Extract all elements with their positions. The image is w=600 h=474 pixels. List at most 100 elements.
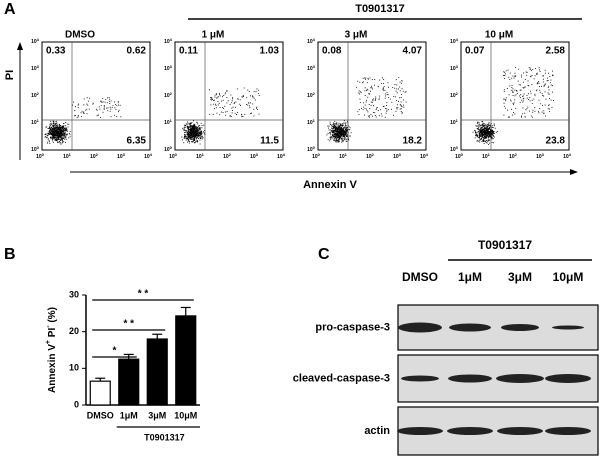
event-dot bbox=[346, 136, 348, 137]
event-dot bbox=[55, 127, 57, 129]
event-dot bbox=[333, 130, 335, 132]
event-dot bbox=[475, 134, 477, 136]
event-dot bbox=[479, 128, 481, 130]
event-dot bbox=[74, 115, 76, 117]
event-dot bbox=[61, 127, 63, 129]
event-dot bbox=[367, 96, 369, 98]
event-dot bbox=[50, 128, 52, 130]
event-dot bbox=[342, 131, 344, 133]
event-dot bbox=[392, 87, 394, 89]
event-dot bbox=[333, 136, 334, 138]
event-dot bbox=[65, 131, 67, 133]
event-dot bbox=[342, 140, 344, 142]
event-dot bbox=[531, 116, 533, 118]
tick-base: 10 bbox=[63, 154, 69, 160]
event-dot bbox=[343, 131, 345, 132]
event-dot bbox=[226, 102, 228, 104]
event-dot bbox=[218, 96, 219, 98]
event-dot bbox=[374, 79, 376, 80]
event-dot bbox=[186, 125, 188, 127]
event-dot bbox=[483, 129, 485, 131]
event-dot bbox=[483, 133, 485, 135]
event-dot bbox=[335, 129, 337, 131]
event-dot bbox=[346, 132, 347, 134]
event-dot bbox=[59, 124, 60, 126]
event-dot bbox=[550, 84, 552, 86]
event-dot bbox=[110, 100, 112, 102]
event-dot bbox=[365, 78, 366, 80]
event-dot bbox=[92, 102, 94, 104]
event-dot bbox=[56, 133, 58, 135]
event-dot bbox=[473, 129, 475, 131]
event-dot bbox=[334, 128, 336, 130]
event-dot bbox=[336, 130, 338, 132]
event-dot bbox=[189, 125, 191, 126]
event-dot bbox=[229, 115, 231, 117]
event-dot bbox=[541, 93, 543, 95]
event-dot bbox=[201, 131, 203, 133]
event-dot bbox=[481, 134, 483, 136]
event-dot bbox=[194, 135, 196, 137]
event-dot bbox=[345, 129, 347, 131]
event-dot bbox=[62, 135, 63, 137]
event-dot bbox=[511, 77, 513, 79]
event-dot bbox=[189, 126, 191, 128]
event-dot bbox=[538, 99, 540, 101]
event-dot bbox=[365, 77, 367, 79]
event-dot bbox=[335, 128, 337, 130]
event-dot bbox=[543, 112, 545, 114]
event-dot bbox=[115, 108, 117, 110]
event-dot bbox=[393, 96, 395, 97]
event-dot bbox=[340, 130, 342, 132]
event-dot bbox=[340, 131, 342, 133]
event-dot bbox=[396, 88, 398, 90]
x-tick-label: 100 bbox=[169, 152, 178, 160]
event-dot bbox=[199, 131, 201, 133]
tick-exponent: 1 bbox=[488, 152, 491, 157]
tick-base: 10 bbox=[31, 93, 37, 99]
event-dot bbox=[64, 135, 66, 137]
event-dot bbox=[335, 125, 336, 127]
panel-label: B bbox=[4, 246, 16, 263]
event-dot bbox=[340, 136, 342, 138]
event-dot bbox=[47, 131, 49, 133]
event-dot bbox=[339, 126, 341, 128]
event-dot bbox=[57, 137, 59, 139]
event-dot bbox=[64, 132, 66, 134]
event-dot bbox=[403, 104, 404, 106]
event-dot bbox=[183, 142, 185, 144]
event-dot bbox=[342, 128, 344, 130]
tick-base: 10 bbox=[31, 147, 37, 153]
event-dot bbox=[187, 129, 189, 131]
plot-title: 1 μM bbox=[202, 30, 225, 41]
event-dot bbox=[341, 126, 343, 128]
event-dot bbox=[334, 137, 336, 139]
event-dot bbox=[111, 107, 113, 109]
plot-title: 3 μM bbox=[345, 30, 368, 41]
event-dot bbox=[401, 106, 403, 108]
event-dot bbox=[545, 98, 547, 100]
event-dot bbox=[187, 122, 189, 124]
event-dot bbox=[192, 127, 193, 129]
event-dot bbox=[534, 110, 536, 112]
event-dot bbox=[338, 131, 340, 133]
event-dot bbox=[384, 97, 386, 99]
event-dot bbox=[189, 129, 191, 131]
y-tick-label: 102 bbox=[450, 91, 459, 99]
event-dot bbox=[108, 100, 110, 102]
event-dot bbox=[47, 138, 49, 140]
event-dot bbox=[487, 131, 489, 133]
event-dot bbox=[183, 129, 185, 131]
event-dots bbox=[181, 87, 260, 145]
event-dot bbox=[191, 136, 193, 138]
event-dot bbox=[54, 127, 56, 129]
event-dot bbox=[212, 114, 214, 116]
event-dot bbox=[516, 89, 517, 91]
event-dot bbox=[479, 124, 481, 126]
group-label: T0901317 bbox=[144, 432, 185, 442]
event-dot bbox=[63, 129, 65, 131]
event-dot bbox=[50, 136, 52, 138]
event-dot bbox=[384, 90, 386, 92]
event-dot bbox=[340, 126, 342, 128]
event-dot bbox=[534, 75, 536, 77]
